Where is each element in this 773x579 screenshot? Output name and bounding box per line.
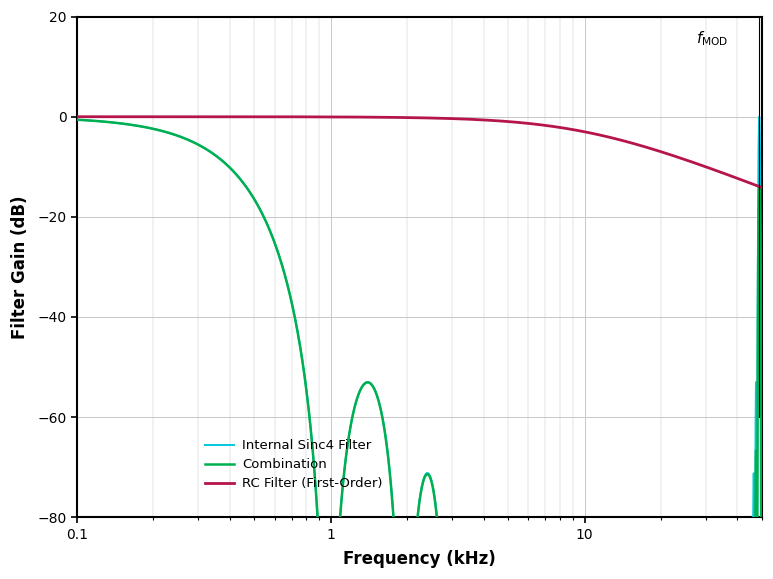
RC Filter (First-Order) <box>48 113 57 120</box>
RC Filter (First-Order) <box>620 138 629 145</box>
Internal Sinc4 Filter <box>581 523 591 530</box>
Combination <box>620 523 629 530</box>
Line: Combination: Combination <box>53 119 772 527</box>
Line: Internal Sinc4 Filter: Internal Sinc4 Filter <box>53 117 772 527</box>
RC Filter (First-Order) <box>581 129 591 135</box>
Line: RC Filter (First-Order): RC Filter (First-Order) <box>53 117 772 192</box>
RC Filter (First-Order) <box>506 118 515 125</box>
X-axis label: Frequency (kHz): Frequency (kHz) <box>343 550 495 568</box>
Y-axis label: Filter Gain (dB): Filter Gain (dB) <box>11 195 29 339</box>
Combination <box>308 452 318 459</box>
RC Filter (First-Order) <box>84 113 94 120</box>
Combination <box>314 523 323 530</box>
Internal Sinc4 Filter <box>474 523 483 530</box>
Internal Sinc4 Filter <box>754 113 764 120</box>
Combination <box>581 523 591 530</box>
Internal Sinc4 Filter <box>308 452 318 459</box>
Combination <box>474 523 483 530</box>
Internal Sinc4 Filter <box>768 523 773 530</box>
Internal Sinc4 Filter <box>506 523 515 530</box>
Internal Sinc4 Filter <box>84 117 94 124</box>
Internal Sinc4 Filter <box>314 523 323 530</box>
Combination <box>48 115 57 122</box>
Legend: Internal Sinc4 Filter, Combination, RC Filter (First-Order): Internal Sinc4 Filter, Combination, RC F… <box>200 434 388 496</box>
RC Filter (First-Order) <box>768 188 773 195</box>
RC Filter (First-Order) <box>308 113 318 120</box>
RC Filter (First-Order) <box>474 116 483 123</box>
Combination <box>768 523 773 530</box>
Combination <box>506 523 515 530</box>
Internal Sinc4 Filter <box>48 115 57 122</box>
Combination <box>84 117 94 124</box>
Internal Sinc4 Filter <box>620 523 629 530</box>
Text: $f_{\mathsf{MOD}}$: $f_{\mathsf{MOD}}$ <box>696 30 728 49</box>
